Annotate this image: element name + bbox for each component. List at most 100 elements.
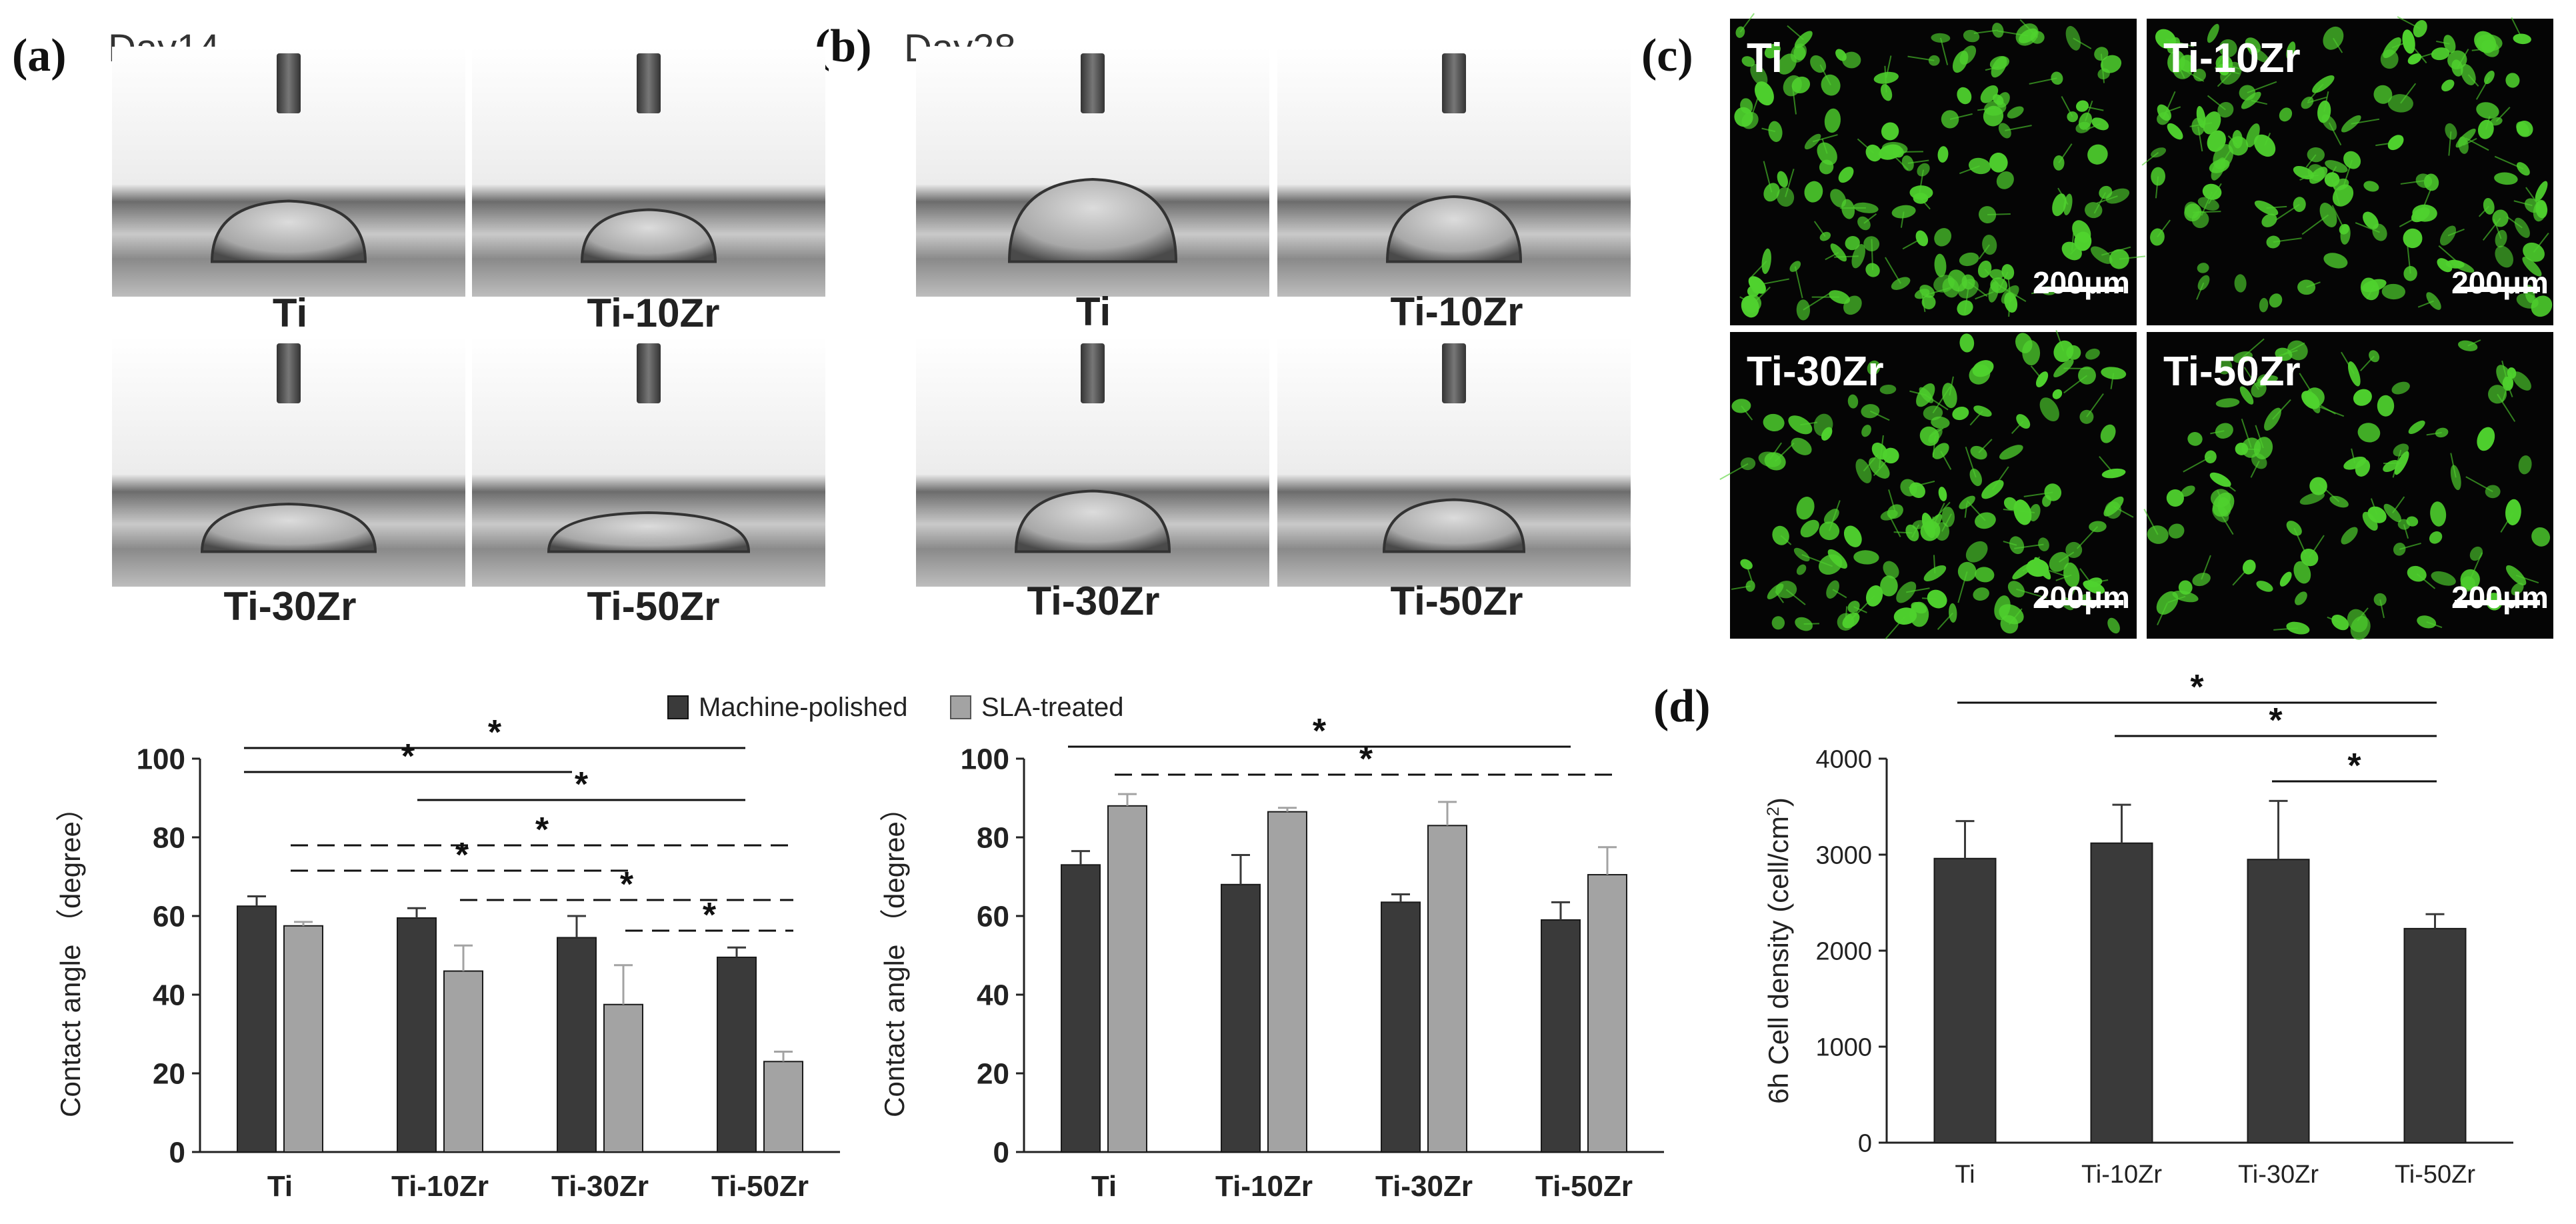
cell-process	[1769, 442, 1782, 460]
significance-star: *	[488, 713, 502, 752]
cell-process	[2003, 541, 2017, 546]
cell	[2363, 181, 2379, 192]
cell	[1952, 406, 1969, 421]
cell	[1763, 413, 1785, 431]
scale-bar-label: 200μm	[2033, 265, 2130, 300]
cell-process	[2414, 52, 2435, 60]
cell	[2078, 112, 2093, 130]
cell-process	[2141, 151, 2159, 166]
cell-process	[2110, 373, 2115, 389]
significance-star: *	[1313, 712, 1327, 751]
cell-process	[2247, 81, 2277, 94]
cell-process	[2403, 524, 2409, 539]
cell-process	[2086, 393, 2104, 417]
cell	[2044, 483, 2062, 501]
y-tick-label: 80	[153, 821, 185, 854]
cell	[2257, 375, 2278, 384]
cell	[1830, 189, 1847, 208]
cell-process	[1975, 291, 1994, 300]
cell	[2065, 541, 2083, 558]
cell-process	[2255, 425, 2264, 449]
cell	[2100, 55, 2122, 73]
cell	[2309, 477, 2327, 495]
cell	[2065, 25, 2081, 51]
cell-process	[2315, 404, 2345, 417]
cell-process	[2475, 77, 2490, 100]
cell-process	[1969, 411, 1983, 426]
cell	[1750, 63, 1768, 86]
cell-process	[1745, 564, 1753, 582]
cell-process	[2079, 568, 2095, 588]
fluorescence-labels: Ti Ti-10Zr Ti-30Zr Ti-50Zr	[1747, 35, 2301, 395]
cell-process	[2059, 551, 2075, 563]
bar	[1221, 883, 1261, 1153]
water-droplet	[1382, 498, 1526, 553]
cell	[1917, 163, 1930, 177]
cell-process	[1992, 466, 2009, 490]
cell-process	[1741, 405, 1753, 421]
cell-process	[2095, 579, 2109, 583]
cell	[1981, 480, 2004, 499]
droplet-label: Ti-10Zr	[587, 291, 720, 335]
cell-process	[2007, 279, 2012, 303]
cell	[2091, 117, 2109, 131]
cell	[2197, 197, 2219, 211]
cell	[1965, 541, 1988, 563]
droplet-labels-day28: Ti Ti-10Zr Ti-30Zr Ti-50Zr	[1027, 289, 1523, 623]
cell	[2340, 224, 2351, 245]
cell	[2513, 33, 2531, 45]
y-axis-label: Contact angle （degree）	[55, 793, 86, 1117]
cell-process	[2482, 217, 2501, 241]
cell-process	[1800, 421, 1818, 426]
cell	[2357, 423, 2381, 443]
cell	[1772, 525, 1789, 545]
cell	[1923, 405, 1943, 421]
cell-process	[2370, 498, 2378, 515]
cell-process	[2073, 37, 2092, 49]
y-tick-label: 20	[977, 1057, 1009, 1090]
cell	[2450, 259, 2475, 273]
cell	[1838, 167, 1854, 183]
droplet-label: Ti	[273, 291, 307, 335]
cell-process	[1884, 65, 1887, 93]
cell-process	[2478, 205, 2490, 217]
cell-process	[2085, 100, 2093, 122]
cell	[2430, 501, 2447, 527]
cell-process	[1757, 278, 1789, 286]
cell	[2363, 211, 2379, 229]
cell	[1934, 228, 1952, 247]
cell	[1921, 295, 1936, 309]
cell-process	[2217, 73, 2232, 87]
cell	[2004, 292, 2018, 313]
cell	[1901, 155, 1914, 171]
cell	[1959, 252, 1979, 267]
cell	[2373, 85, 2393, 104]
cell	[2215, 398, 2240, 408]
y-tick-label: 2000	[1815, 937, 1872, 965]
cell	[2039, 397, 2059, 422]
cell-process	[1863, 213, 1877, 224]
cell-process	[1801, 554, 1833, 567]
fluor-label: Ti-50Zr	[2163, 349, 2301, 395]
cell-process	[2157, 219, 2171, 238]
y-axis-label-sup: 2	[1764, 807, 1783, 816]
y-tick-label: 80	[977, 821, 1009, 854]
cell-process	[1832, 589, 1847, 599]
cell	[2323, 26, 2344, 50]
cell-process	[2416, 573, 2436, 589]
bar	[603, 1003, 643, 1153]
scale-bar-label: 200μm	[2451, 580, 2549, 615]
cell	[2403, 228, 2423, 249]
cell-process	[2497, 393, 2516, 422]
cell	[1826, 580, 1839, 599]
cell	[2013, 499, 2032, 525]
cell	[2494, 172, 2518, 185]
fluor-label: Ti-30Zr	[1747, 349, 1884, 395]
cell	[1957, 87, 1972, 105]
cell	[1949, 603, 1957, 623]
cell-process	[2323, 91, 2329, 112]
cell-process	[2299, 171, 2317, 181]
cell	[2488, 385, 2507, 404]
cell	[2001, 264, 2015, 280]
cell	[1994, 595, 2011, 621]
